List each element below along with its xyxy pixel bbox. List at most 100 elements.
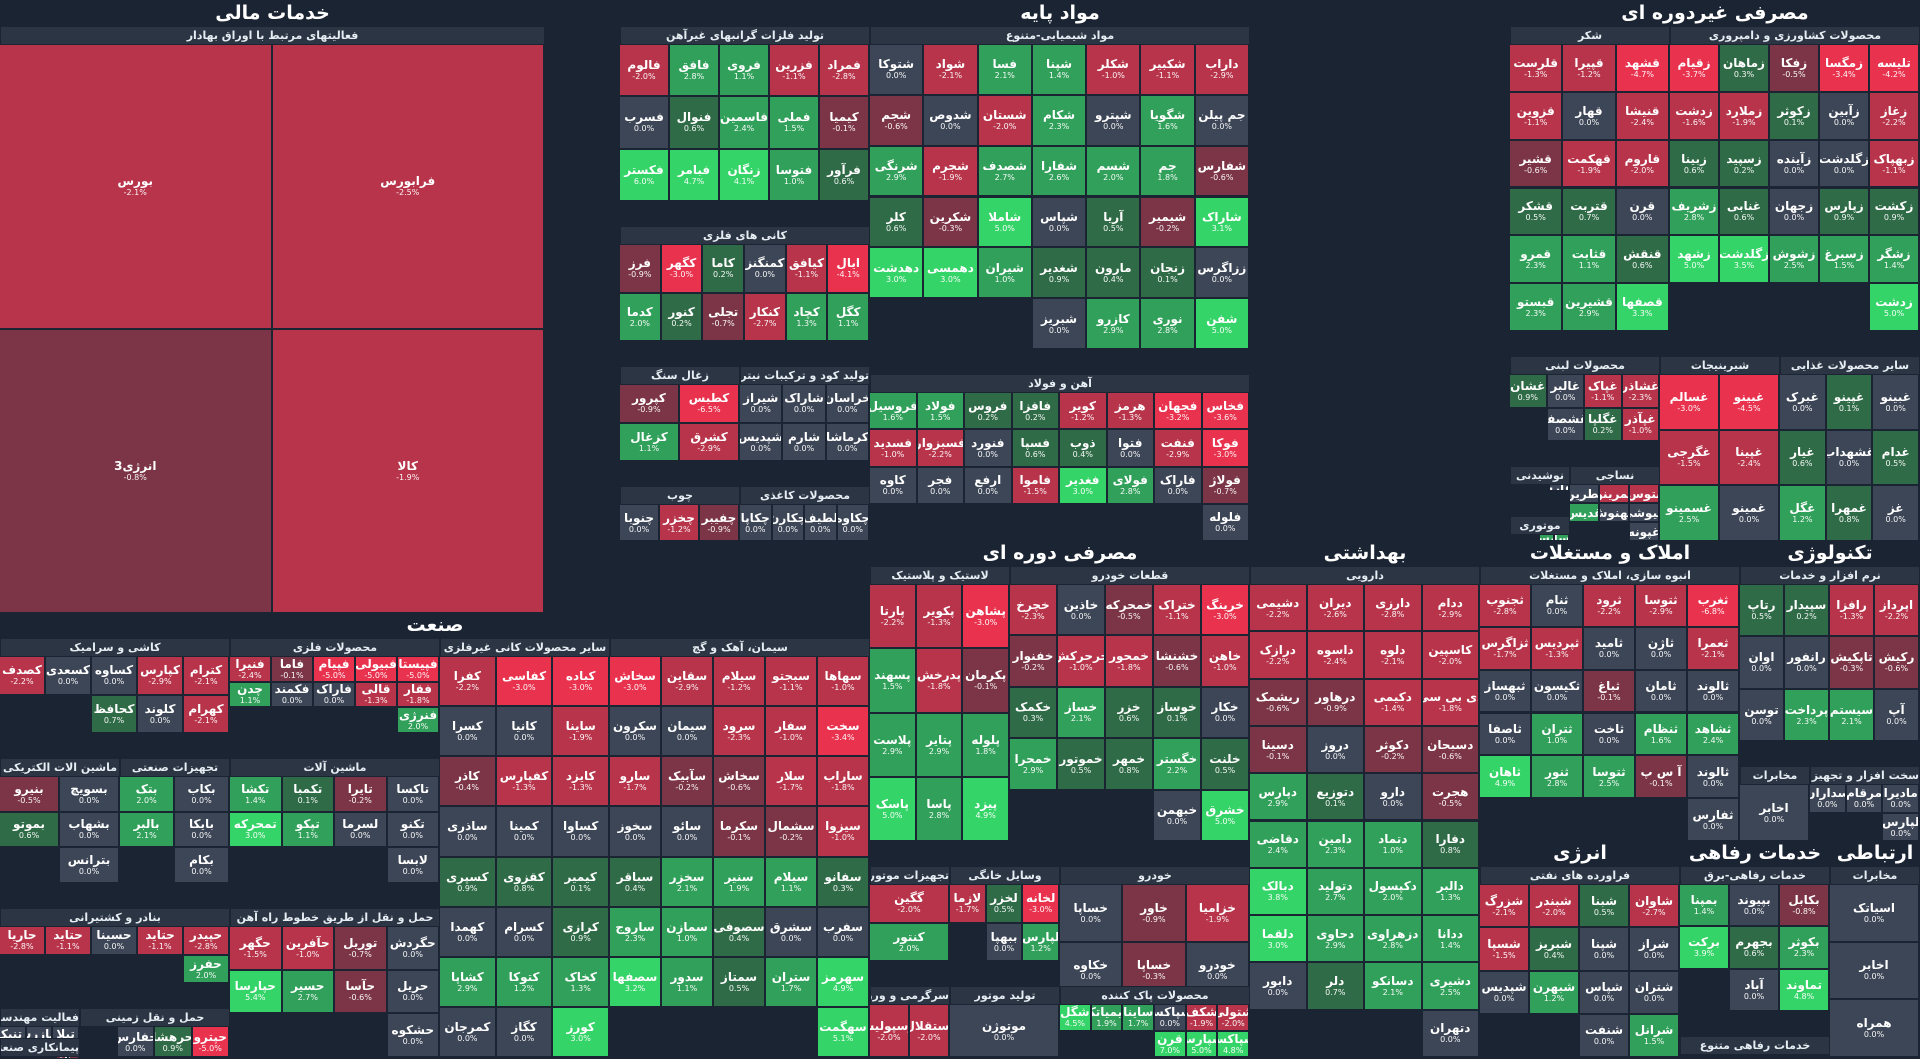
stock-tile[interactable]: سیلام 1.1% bbox=[765, 856, 817, 907]
stock-tile[interactable]: زسپید 0.2% bbox=[1719, 139, 1769, 188]
stock-tile[interactable]: ننیوشی bbox=[1629, 503, 1659, 522]
stock-tile[interactable]: قشیر -0.6% bbox=[1509, 139, 1563, 188]
stock-tile[interactable]: شپنا 1.4% bbox=[1031, 44, 1087, 95]
stock-tile[interactable]: ثبهنوش bbox=[1599, 503, 1629, 522]
stock-tile[interactable]: سهاها -1.0% bbox=[817, 656, 869, 707]
stock-tile[interactable]: سمتاز 0.5% bbox=[713, 956, 765, 1007]
stock-tile[interactable]: هجرت -0.5% bbox=[1421, 773, 1479, 821]
stock-tile[interactable]: پارتا -2.2% bbox=[869, 584, 916, 649]
stock-tile[interactable]: خاهن -1.0% bbox=[1201, 635, 1249, 687]
stock-tile[interactable]: ثاخت 0.0% bbox=[1583, 712, 1635, 756]
stock-tile[interactable]: شپاس 0.0% bbox=[1031, 196, 1087, 248]
stock-tile[interactable]: فتوا 0.0% bbox=[1106, 429, 1154, 467]
stock-tile[interactable]: شبهرن 1.2% bbox=[1529, 970, 1579, 1014]
stock-tile[interactable]: شزرگ -2.1% bbox=[1479, 884, 1529, 928]
stock-tile[interactable]: قرن 0.0% bbox=[1615, 187, 1669, 236]
stock-tile[interactable]: خگستر 2.2% bbox=[1153, 738, 1201, 790]
stock-tile[interactable]: کباده -3.0% bbox=[552, 656, 609, 707]
stock-tile[interactable]: بسویچ 0.0% bbox=[59, 776, 119, 812]
stock-tile[interactable]: کیافق -1.1% bbox=[785, 244, 828, 293]
stock-tile[interactable]: سارو -1.7% bbox=[609, 756, 661, 807]
stock-tile[interactable]: شنفت 0.0% bbox=[1579, 1013, 1629, 1057]
stock-tile[interactable]: قهکمت -1.9% bbox=[1562, 139, 1616, 188]
stock-tile[interactable]: سکرون 0.0% bbox=[609, 706, 661, 757]
stock-tile[interactable]: دکیمی -1.4% bbox=[1364, 678, 1422, 726]
stock-tile[interactable]: کویر -1.2% bbox=[1059, 392, 1107, 430]
stock-tile[interactable]: شغدیر 0.9% bbox=[1031, 247, 1087, 299]
stock-tile[interactable]: قشیرین 2.9% bbox=[1562, 283, 1616, 331]
stock-tile[interactable]: غیار 0.6% bbox=[1779, 429, 1826, 486]
stock-tile[interactable]: زشریف 2.8% bbox=[1669, 187, 1719, 236]
stock-tile[interactable]: سنیر 1.9% bbox=[713, 856, 765, 907]
stock-tile[interactable]: خموتور 0.5% bbox=[1057, 738, 1105, 790]
stock-tile[interactable]: خلنت 0.5% bbox=[1201, 738, 1249, 790]
stock-tile[interactable]: کیمیاتک1.9% bbox=[1090, 1004, 1123, 1031]
stock-tile[interactable]: سصوفی 0.4% bbox=[713, 906, 765, 957]
stock-tile[interactable]: غپآذر -1.0% bbox=[1621, 407, 1659, 441]
stock-tile[interactable]: شواد -2.1% bbox=[923, 44, 978, 95]
stock-tile[interactable]: قنقش 0.6% bbox=[1615, 235, 1669, 284]
stock-tile[interactable]: بکوثر 2.3% bbox=[1779, 926, 1829, 969]
stock-tile[interactable]: خساپا 0.0% bbox=[1059, 884, 1123, 942]
stock-tile[interactable]: تاپکیش -0.3% bbox=[1829, 636, 1874, 689]
stock-tile[interactable]: کگل 1.1% bbox=[827, 292, 869, 341]
stock-tile[interactable]: کهرام -2.1% bbox=[183, 694, 229, 733]
stock-tile[interactable]: دلقما 3.0% bbox=[1249, 915, 1307, 963]
stock-tile[interactable]: موتوژن 0.0% bbox=[949, 1004, 1059, 1057]
stock-tile[interactable]: غسالم -3.0% bbox=[1659, 374, 1719, 430]
stock-tile[interactable]: بتک 2.0% bbox=[119, 776, 174, 812]
stock-tile[interactable]: دبالک 3.8% bbox=[1249, 867, 1307, 916]
stock-tile[interactable]: رافزا -1.3% bbox=[1829, 584, 1874, 637]
stock-tile[interactable]: شبنا 0.5% bbox=[1579, 884, 1629, 928]
stock-tile[interactable]: فاراک 0.0% bbox=[1154, 466, 1202, 504]
stock-tile[interactable]: چنوبا 0.0% bbox=[619, 504, 659, 541]
stock-tile[interactable]: نوری 2.8% bbox=[1140, 298, 1195, 349]
stock-tile[interactable]: مادیرا 0.0% bbox=[1882, 784, 1919, 813]
stock-tile[interactable]: کسعدی 0.0% bbox=[45, 656, 91, 695]
stock-tile[interactable]: شپارس5.0% bbox=[1185, 1030, 1218, 1057]
stock-tile[interactable]: شبندر -2.0% bbox=[1529, 884, 1579, 928]
stock-tile[interactable]: پرسپولیس-2.0% bbox=[869, 1004, 909, 1057]
stock-tile[interactable]: ثاهان 4.9% bbox=[1479, 755, 1531, 799]
stock-tile[interactable]: فجهان -3.2% bbox=[1154, 392, 1202, 430]
stock-tile[interactable]: کاسپین -2.0% bbox=[1421, 631, 1479, 679]
stock-tile[interactable]: دکپسول 2.0% bbox=[1364, 867, 1422, 916]
stock-tile[interactable]: قثابت 1.1% bbox=[1562, 235, 1616, 284]
stock-tile[interactable]: دفارا 0.8% bbox=[1421, 820, 1479, 868]
stock-tile[interactable]: زجهان 0.0% bbox=[1769, 187, 1819, 236]
stock-tile[interactable]: بشهاب 0.0% bbox=[59, 811, 119, 848]
stock-tile[interactable]: تکنو 0.0% bbox=[386, 811, 439, 848]
stock-tile[interactable]: فاموا -1.5% bbox=[1011, 466, 1059, 504]
stock-tile[interactable]: فکمند 0.0% bbox=[271, 681, 313, 708]
stock-tile[interactable]: زمگسا -3.4% bbox=[1819, 44, 1869, 92]
stock-tile[interactable]: شیراز 0.0% bbox=[739, 384, 783, 423]
stock-tile[interactable]: لپارس 1.2% bbox=[1022, 922, 1059, 961]
stock-tile[interactable]: سخزر 2.1% bbox=[661, 856, 713, 907]
stock-tile[interactable]: غشصفا0.0% bbox=[1546, 407, 1584, 441]
stock-tile[interactable]: ساینا 1.7% bbox=[1122, 1004, 1154, 1031]
stock-tile[interactable]: قتربت 0.7% bbox=[1562, 187, 1616, 236]
stock-tile[interactable]: لخزر 0.5% bbox=[985, 884, 1023, 923]
stock-tile[interactable]: دسینا -0.1% bbox=[1249, 725, 1307, 774]
stock-tile[interactable]: رکیش -0.6% bbox=[1874, 636, 1919, 689]
stock-tile[interactable]: شرنگی 2.9% bbox=[869, 145, 924, 197]
stock-tile[interactable]: حریل 0.0% bbox=[386, 969, 439, 1014]
stock-tile[interactable]: تاکسا 0.0% bbox=[386, 776, 439, 812]
stock-tile[interactable]: جم پیلن 0.0% bbox=[1194, 94, 1249, 146]
stock-tile[interactable]: کیمیر 0.1% bbox=[552, 856, 609, 907]
stock-tile[interactable]: قشهد -4.7% bbox=[1615, 44, 1669, 92]
stock-tile[interactable]: تماوند 4.8% bbox=[1779, 968, 1829, 1011]
stock-tile[interactable]: خمحور -1.8% bbox=[1105, 635, 1153, 687]
stock-tile[interactable]: کهمدا 0.0% bbox=[439, 906, 496, 957]
stock-tile[interactable]: ثپردیس -1.3% bbox=[1531, 626, 1583, 670]
stock-tile[interactable]: دالبر 1.3% bbox=[1421, 867, 1479, 916]
stock-tile[interactable]: قنیشا -2.4% bbox=[1615, 91, 1669, 140]
stock-tile[interactable]: سمازن 1.0% bbox=[661, 906, 713, 957]
stock-tile[interactable]: کدما 2.0% bbox=[619, 292, 661, 341]
stock-tile[interactable]: ساروج 2.3% bbox=[609, 906, 661, 957]
stock-tile[interactable]: غالبر 0.0% bbox=[1546, 374, 1584, 408]
stock-tile[interactable]: غشان 0.9% bbox=[1509, 374, 1547, 408]
stock-tile[interactable]: غگلپا 0.2% bbox=[1584, 407, 1622, 441]
stock-tile[interactable]: قالی -1.3% bbox=[355, 681, 397, 708]
stock-tile[interactable]: غفارس bbox=[1549, 484, 1569, 491]
